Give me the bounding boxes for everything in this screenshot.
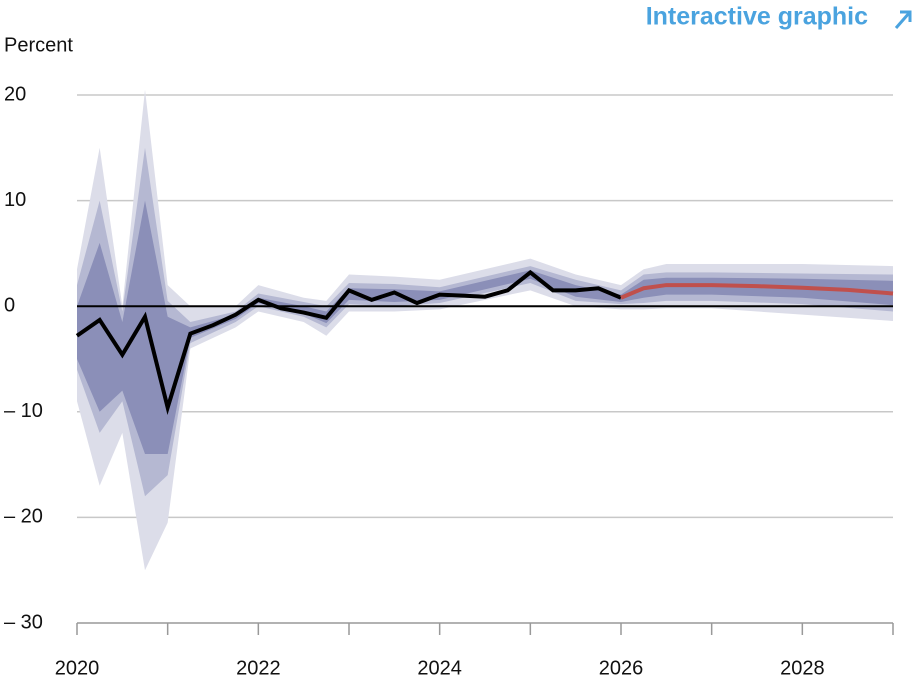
link-text[interactable]: Interactive graphic — [646, 3, 868, 31]
link-arrow[interactable] — [894, 10, 912, 29]
y-axis-label: Percent — [4, 34, 73, 56]
x-tick-label: 2024 — [417, 657, 462, 679]
confidence-band — [77, 200, 893, 455]
series-line — [620, 283, 894, 300]
y-tick-label: – 30 — [4, 611, 43, 633]
x-tick-label: 2026 — [599, 657, 644, 679]
y-tick-label: 10 — [4, 189, 26, 211]
confidence-band — [77, 147, 893, 497]
y-tick-label: 0 — [4, 294, 15, 316]
x-tick-label: 2028 — [780, 657, 825, 679]
y-tick-label: 20 — [4, 83, 26, 105]
series-line — [75, 269, 622, 416]
confidence-band — [77, 89, 893, 571]
x-tick-label: 2020 — [55, 657, 100, 679]
x-tick-label: 2022 — [236, 657, 281, 679]
interactive-link[interactable]: Interactive graphic — [646, 3, 912, 31]
y-tick-label: – 10 — [4, 400, 43, 422]
y-tick-label: – 20 — [4, 506, 43, 528]
